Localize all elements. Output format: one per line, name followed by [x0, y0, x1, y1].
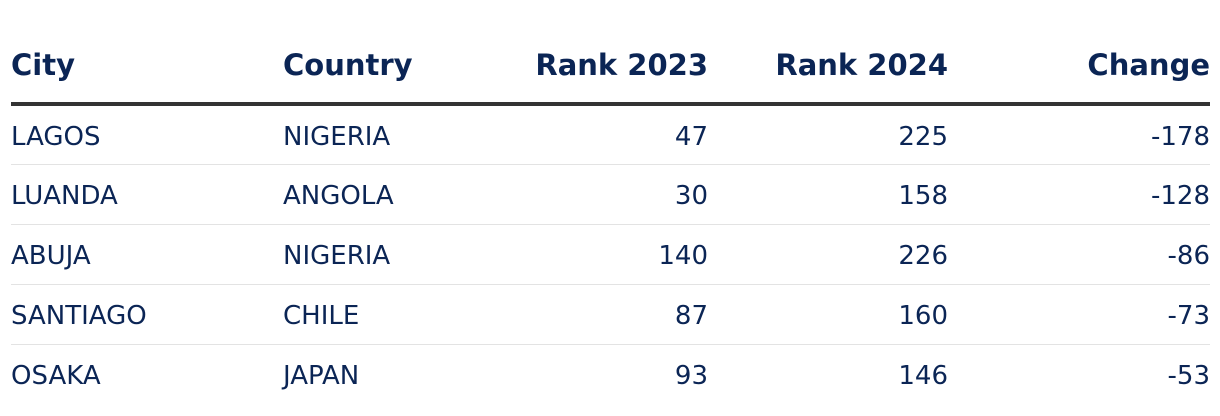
ranking-table: City Country Rank 2023 Rank 2024 Change … [11, 0, 1210, 404]
cell-rank-2023: 140 [513, 224, 708, 285]
cell-rank-2023: 93 [674, 361, 708, 392]
cell-country: CHILE [283, 284, 513, 345]
ranking-table-container: City Country Rank 2023 Rank 2024 Change … [11, 0, 1210, 404]
header-row: City Country Rank 2023 Rank 2024 Change [11, 0, 1210, 106]
cell-rank-2024: 226 [708, 224, 948, 285]
cell-country: JAPAN [283, 361, 360, 392]
cell-rank-2024: 158 [708, 164, 948, 225]
cell-rank-2024: 146 [898, 361, 948, 392]
cell-city: LAGOS [11, 104, 283, 165]
cell-change: -86 [948, 224, 1210, 285]
cell-change: -178 [948, 104, 1210, 165]
cell-city: SANTIAGO [11, 284, 283, 345]
column-header-city: City [11, 0, 283, 106]
table-row: LAGOS NIGERIA 47 225 -178 [11, 104, 1210, 165]
cell-city: ABUJA [11, 224, 283, 285]
cell-change: -73 [948, 284, 1210, 345]
cell-change: -128 [948, 164, 1210, 225]
cell-rank-2024: 160 [708, 284, 948, 345]
table-body: LAGOS NIGERIA 47 225 -178 LUANDA ANGOLA … [11, 104, 1210, 404]
table-row: LUANDA ANGOLA 30 158 -128 [11, 164, 1210, 225]
column-header-change: Change [948, 0, 1210, 106]
cell-country: ANGOLA [283, 164, 513, 225]
cell-rank-2023: 47 [513, 104, 708, 165]
table-row: ABUJA NIGERIA 140 226 -86 [11, 224, 1210, 285]
cell-change: -53 [1167, 361, 1210, 392]
cell-rank-2023: 30 [513, 164, 708, 225]
table-header: City Country Rank 2023 Rank 2024 Change [11, 0, 1210, 106]
cell-city: OSAKA [11, 361, 101, 392]
cell-rank-2023: 87 [513, 284, 708, 345]
table-row: OSAKA JAPAN 93 146 -53 [11, 344, 1210, 404]
cell-city: LUANDA [11, 164, 283, 225]
cell-country: NIGERIA [283, 104, 513, 165]
column-header-rank-2024: Rank 2024 [708, 0, 948, 106]
cell-rank-2024: 225 [708, 104, 948, 165]
cell-country: NIGERIA [283, 224, 513, 285]
column-header-country: Country [283, 0, 513, 106]
column-header-rank-2023: Rank 2023 [513, 0, 708, 106]
table-row: SANTIAGO CHILE 87 160 -73 [11, 284, 1210, 345]
